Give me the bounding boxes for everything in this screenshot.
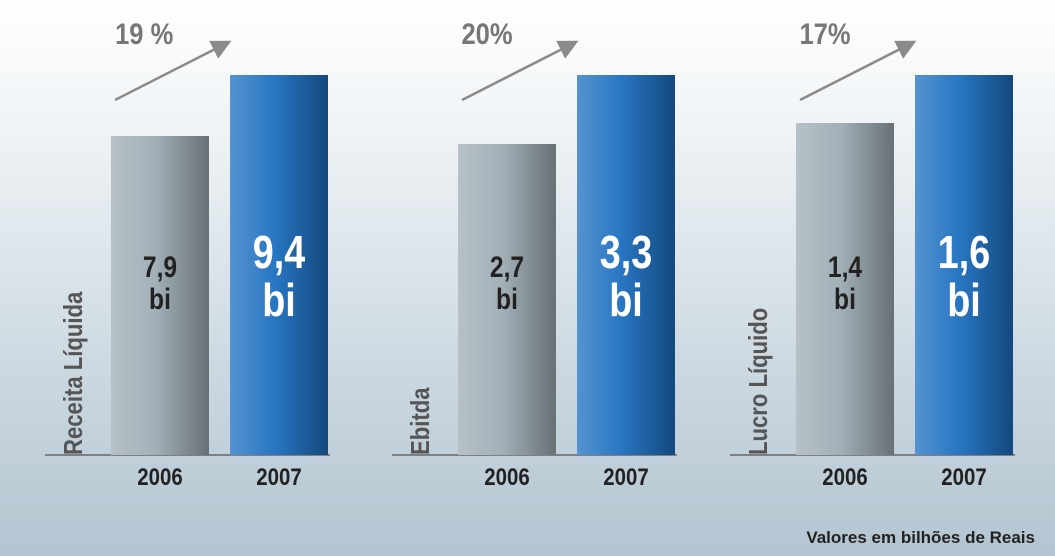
growth-arrow <box>114 40 232 102</box>
bar <box>111 135 209 455</box>
value-label: 2,7 bi <box>489 251 525 316</box>
x-tick-label: 2006 <box>137 464 183 491</box>
growth-annotation: 20% <box>461 18 513 51</box>
y-axis-label: Lucro Líquido <box>743 307 773 455</box>
growth-arrow <box>461 40 579 102</box>
x-tick-label: 2006 <box>484 464 530 491</box>
value-label: 1,6 bi <box>937 226 991 327</box>
bar <box>796 122 894 455</box>
footnote: Valores em bilhões de Reais <box>806 528 1035 547</box>
x-tick-label: 2007 <box>603 464 649 491</box>
x-tick-label: 2006 <box>822 464 868 491</box>
growth-annotation: 19 % <box>115 18 174 51</box>
bar <box>577 75 675 455</box>
growth-arrow <box>799 40 917 102</box>
growth-annotation: 17% <box>799 18 851 51</box>
value-label: 1,4 bi <box>827 251 863 316</box>
x-tick-label: 2007 <box>256 464 302 491</box>
value-label: 7,9 bi <box>142 251 178 316</box>
bar <box>458 144 556 455</box>
value-label: 9,4 bi <box>252 226 306 327</box>
value-label: 3,3 bi <box>599 226 653 327</box>
y-axis-label: Ebitda <box>405 387 435 455</box>
bar <box>230 75 328 455</box>
x-tick-label: 2007 <box>941 464 987 491</box>
bar <box>915 75 1013 455</box>
y-axis-label: Receita Líquida <box>58 291 88 455</box>
